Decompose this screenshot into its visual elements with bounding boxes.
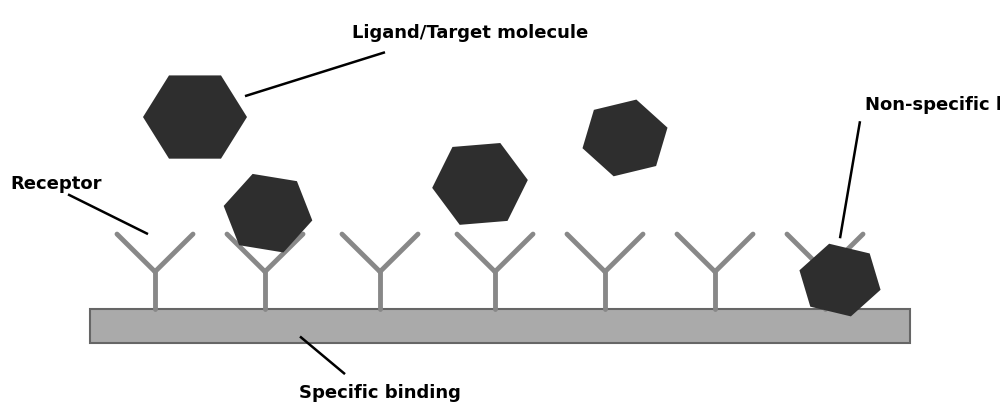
- Text: Ligand/Target molecule: Ligand/Target molecule: [352, 24, 588, 43]
- Polygon shape: [432, 143, 528, 225]
- Text: Receptor: Receptor: [10, 175, 102, 193]
- Polygon shape: [224, 174, 312, 252]
- Polygon shape: [143, 75, 247, 159]
- Text: Non-specific binding: Non-specific binding: [865, 95, 1000, 114]
- Polygon shape: [582, 99, 668, 176]
- Polygon shape: [799, 244, 881, 316]
- Bar: [90, 309, 910, 343]
- Text: Specific binding: Specific binding: [299, 384, 461, 402]
